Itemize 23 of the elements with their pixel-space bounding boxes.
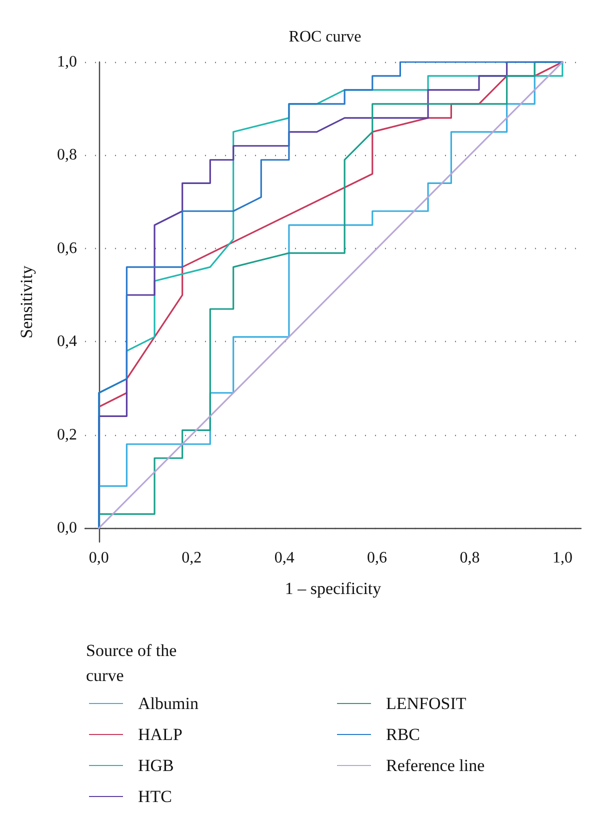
y-tick-label: 0,4: [57, 333, 77, 350]
chart-title: ROC curve: [288, 28, 362, 46]
x-tick-label: 1,0: [552, 550, 572, 566]
x-axis-title: 1 – specificity: [284, 579, 382, 598]
x-tick-label: 0,8: [460, 550, 480, 566]
y-tick-label: 1,0: [57, 54, 77, 70]
legend-label: LENFOSIT: [386, 694, 467, 713]
y-tick-label: 0,2: [57, 426, 77, 444]
y-tick-label: 0,6: [57, 240, 77, 257]
legend-label: Albumin: [138, 694, 199, 713]
x-tick-label: 0,4: [274, 550, 294, 566]
x-tick-label: 0,2: [182, 550, 202, 566]
y-tick-label: 0,8: [57, 146, 77, 164]
x-tick-label: 0,0: [88, 550, 109, 566]
legend-label: RBC: [386, 725, 420, 744]
legend-label: HTC: [138, 787, 172, 806]
y-axis-title: Sensitivity: [17, 265, 36, 338]
x-tick-label: 0,6: [367, 550, 388, 566]
legend-label: HALP: [138, 725, 182, 744]
legend-label: Reference line: [386, 756, 485, 775]
legend-title: Source of the curve: [86, 641, 181, 685]
legend-label: HGB: [138, 756, 174, 775]
y-tick-label: 0,0: [57, 520, 77, 537]
